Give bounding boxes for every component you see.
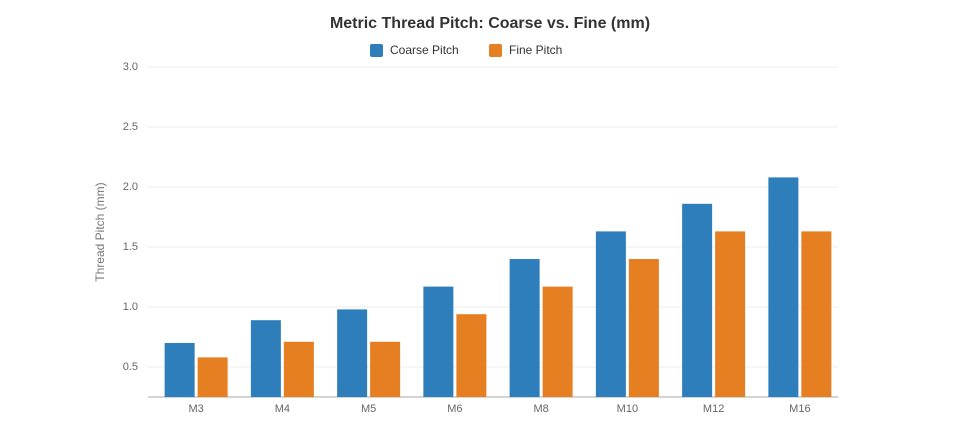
- bar: [164, 343, 195, 397]
- x-tick-label: M4: [275, 403, 290, 415]
- y-tick-label: 0.5: [123, 361, 138, 373]
- bar: [595, 231, 626, 397]
- y-tick-label: 1.0: [123, 301, 138, 313]
- bar: [456, 314, 487, 397]
- legend-text: Fine Pitch: [509, 43, 562, 57]
- x-tick-label: M8: [533, 403, 548, 415]
- x-tick-label: M10: [617, 403, 638, 415]
- x-tick-label: M12: [703, 403, 724, 415]
- bar: [542, 286, 573, 397]
- bar: [768, 177, 799, 397]
- legend-text: Coarse Pitch: [390, 43, 459, 57]
- bar: [628, 259, 659, 397]
- y-tick-label: 2.0: [123, 181, 138, 193]
- bar: [715, 231, 746, 397]
- legend-swatch: [489, 44, 502, 57]
- x-tick-label: M5: [361, 403, 376, 415]
- chart-title: Metric Thread Pitch: Coarse vs. Fine (mm…: [330, 15, 650, 32]
- bar: [682, 203, 713, 397]
- y-tick-label: 1.5: [123, 241, 138, 253]
- bar: [197, 357, 228, 397]
- bar: [423, 286, 454, 397]
- legend-swatch: [370, 44, 383, 57]
- x-tick-label: M6: [447, 403, 462, 415]
- bar: [801, 231, 832, 397]
- x-tick-label: M3: [188, 403, 203, 415]
- bar: [283, 341, 314, 397]
- bar: [509, 259, 540, 397]
- bar: [250, 320, 281, 397]
- x-tick-label: M16: [789, 403, 810, 415]
- y-tick-label: 2.5: [123, 121, 138, 133]
- bar: [370, 341, 401, 397]
- y-tick-label: 3.0: [123, 61, 138, 73]
- bar: [337, 309, 368, 397]
- y-axis-title: Thread Pitch (mm): [93, 182, 107, 281]
